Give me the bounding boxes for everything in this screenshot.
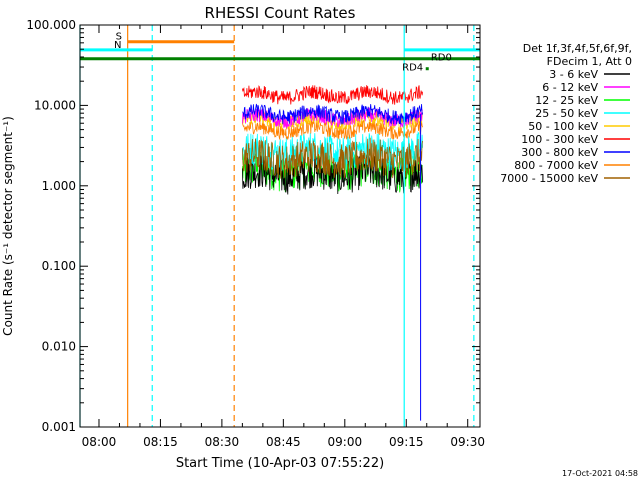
x-axis-label: Start Time (10-Apr-03 07:55:22) — [176, 456, 384, 471]
flag-bar-label: S — [116, 32, 122, 43]
y-axis-label: Count Rate (s⁻¹ detector segment⁻¹) — [1, 116, 15, 336]
x-tick-label: 08:00 — [82, 435, 117, 449]
legend-label: 7000 - 15000 keV — [500, 172, 598, 185]
legend-label: 25 - 50 keV — [535, 107, 598, 120]
y-tick-label: 100.000 — [26, 18, 76, 32]
y-axis: 100.000 10.000 1.000 0.100 0.010 0.001 — [26, 18, 480, 434]
series-line — [242, 85, 423, 105]
legend-header-line-1: Det 1f,3f,4f,5f,6f,9f, — [523, 42, 632, 55]
y-tick-label: 0.100 — [42, 259, 76, 273]
legend-label: 100 - 300 keV — [521, 133, 598, 146]
legend-label: 300 - 800 keV — [521, 146, 598, 159]
y-tick-label: 1.000 — [42, 179, 76, 193]
footer-timestamp: 17-Oct-2021 04:58 — [562, 469, 638, 478]
x-tick-label: 09:30 — [450, 435, 485, 449]
series-layer — [242, 85, 423, 421]
x-axis: 08:00 08:15 08:30 08:45 09:00 09:15 09:30 — [82, 25, 485, 449]
flag-annotation: RD4 — [402, 63, 423, 74]
legend: Det 1f,3f,4f,5f,6f,9f, FDecim 1, Att 0 3… — [500, 42, 632, 185]
rd-marker — [425, 67, 429, 71]
legend-label: 50 - 100 keV — [528, 120, 598, 133]
series-line — [242, 131, 423, 172]
x-tick-label: 08:30 — [205, 435, 240, 449]
x-tick-label: 08:45 — [266, 435, 301, 449]
y-tick-label: 0.010 — [42, 340, 76, 354]
y-tick-label: 0.001 — [42, 420, 76, 434]
series-line — [242, 137, 423, 179]
flag-bar-label: N — [114, 40, 121, 51]
x-tick-label: 09:15 — [389, 435, 424, 449]
series-line — [242, 103, 423, 125]
chart-title: RHESSI Count Rates — [205, 4, 356, 22]
series-line — [242, 119, 423, 141]
legend-label: 800 - 7000 keV — [514, 159, 598, 172]
plot-frame — [79, 24, 481, 428]
flag-annotation: RD0 — [431, 53, 452, 64]
legend-label: 12 - 25 keV — [535, 94, 598, 107]
legend-label: 6 - 12 keV — [542, 81, 598, 94]
flag-bars-layer: SN RD4 RD0 — [79, 25, 480, 427]
x-tick-label: 08:15 — [143, 435, 178, 449]
legend-label: 3 - 6 keV — [549, 68, 598, 81]
y-tick-label: 10.000 — [34, 98, 76, 112]
legend-header-line-2: FDecim 1, Att 0 — [547, 55, 632, 68]
x-tick-label: 09:00 — [328, 435, 363, 449]
